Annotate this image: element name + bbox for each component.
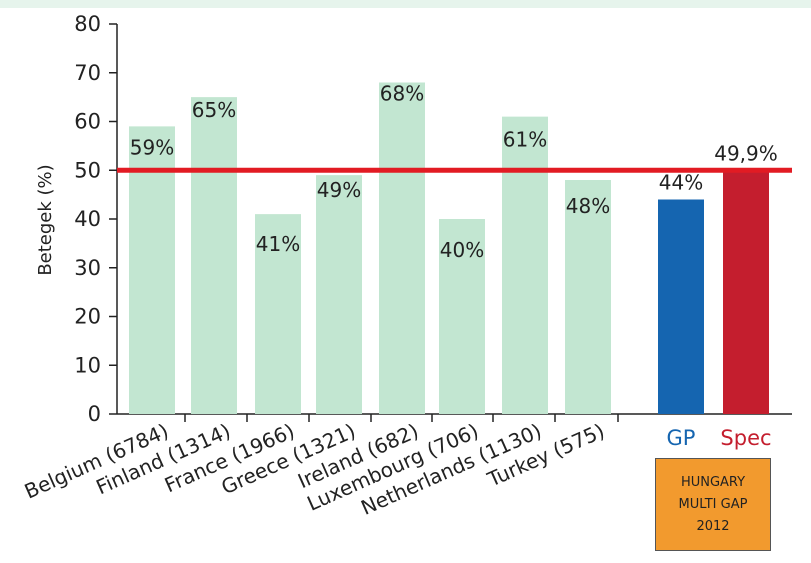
data-label: 44% [659,171,703,195]
country-bar [255,214,301,414]
hungary-box-line2: MULTI GAP [678,496,748,512]
y-tick-label: 0 [88,402,101,426]
y-tick-label: 60 [74,110,101,134]
gp-label: GP [667,426,696,450]
data-label: 61% [503,128,547,152]
data-label: 65% [192,98,236,122]
hungary-box-line3: 2012 [696,518,730,534]
country-bar [129,126,175,414]
data-label: 68% [380,82,424,106]
spec-bar [723,170,769,414]
data-label: 49,9% [714,142,778,166]
spec-label: Spec [720,426,771,450]
country-bar [379,82,425,414]
top-strip [0,0,811,8]
data-label: 40% [440,238,484,262]
data-label: 59% [130,135,174,159]
country-bar [502,116,548,414]
y-axis-label: Betegek (%) [35,164,56,275]
y-tick-label: 20 [74,305,101,329]
y-tick-label: 10 [74,353,101,377]
y-tick-label: 70 [74,61,101,85]
y-tick-label: 80 [74,12,101,36]
gp-bar [658,199,704,414]
country-bar [191,97,237,414]
y-tick-label: 50 [74,158,101,182]
hungary-multi-gap-box: HUNGARY MULTI GAP 2012 [655,458,771,551]
y-tick-label: 30 [74,256,101,280]
data-label: 48% [566,194,610,218]
data-label: 49% [317,178,361,202]
hungary-box-line1: HUNGARY [680,474,746,490]
data-label: 41% [256,232,300,256]
y-tick-label: 40 [74,207,101,231]
country-bar [316,175,362,414]
country-bar [565,180,611,414]
country-bar [439,219,485,414]
